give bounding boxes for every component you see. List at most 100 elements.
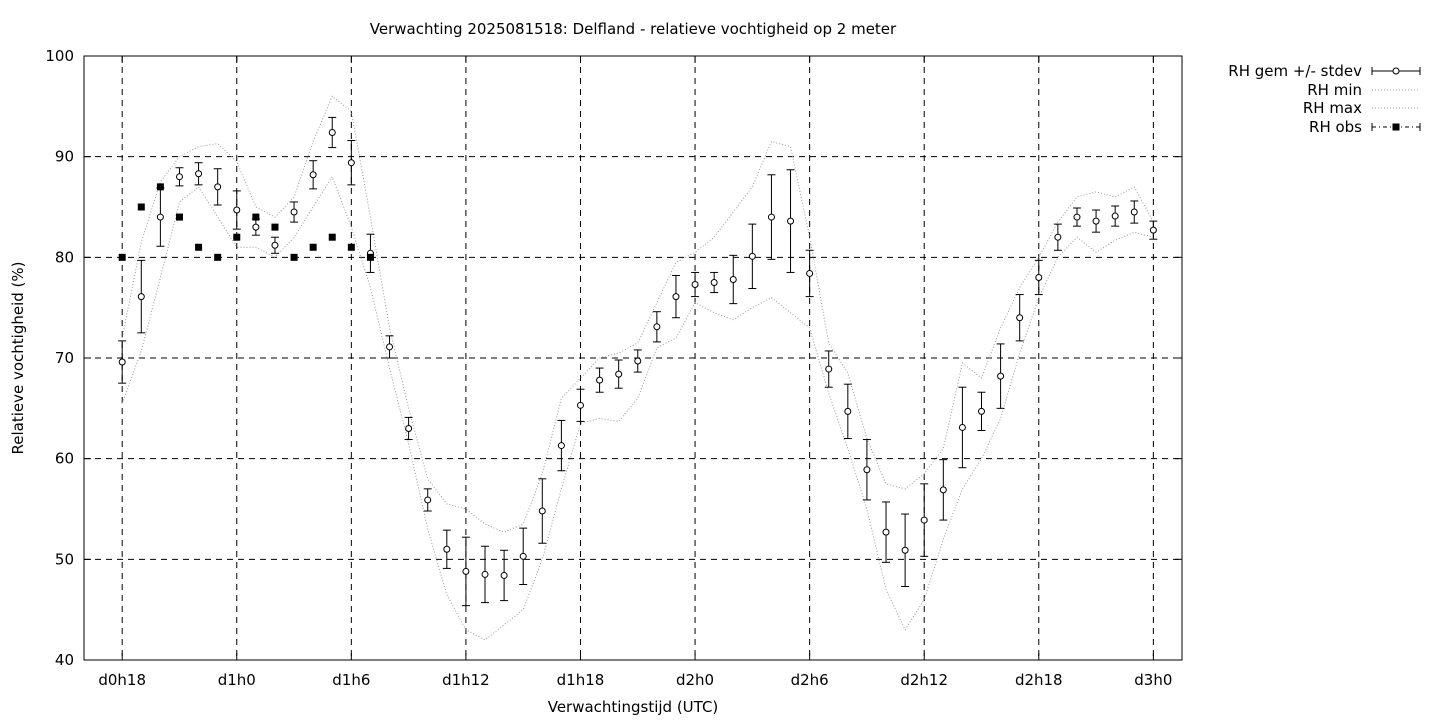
plot-frame bbox=[83, 55, 1183, 661]
mean-marker bbox=[710, 279, 718, 286]
rh-mean-point bbox=[652, 311, 661, 343]
mean-marker bbox=[1111, 212, 1119, 220]
mean-marker bbox=[175, 173, 183, 181]
rh-mean-point bbox=[366, 233, 375, 273]
rh-mean-point bbox=[232, 190, 241, 230]
rh-mean-point bbox=[805, 249, 814, 298]
x-tick-label: d2h0 bbox=[676, 671, 714, 689]
mean-marker bbox=[615, 370, 623, 378]
mean-marker bbox=[672, 293, 680, 301]
y-tick-label: 60 bbox=[55, 450, 74, 468]
rh-mean-point bbox=[270, 236, 279, 254]
rh-obs-marker bbox=[214, 253, 222, 261]
rh-mean-point bbox=[729, 254, 738, 305]
mean-marker bbox=[309, 171, 317, 179]
mean-marker bbox=[844, 407, 852, 415]
mean-marker bbox=[653, 323, 661, 331]
rh-mean-point bbox=[767, 174, 776, 260]
mean-marker bbox=[787, 217, 795, 225]
rh-mean-point bbox=[213, 168, 222, 206]
legend-swatch-marker bbox=[1392, 123, 1400, 131]
legend-label: RH max bbox=[1303, 99, 1362, 117]
mean-marker bbox=[500, 571, 508, 579]
rh-mean-point bbox=[977, 391, 986, 431]
rh-mean-point bbox=[1111, 205, 1120, 227]
x-tick-label: d2h6 bbox=[791, 671, 829, 689]
mean-marker bbox=[901, 546, 909, 554]
rh-mean-point bbox=[576, 388, 585, 422]
rh-obs-marker bbox=[290, 253, 298, 261]
mean-marker bbox=[386, 343, 394, 351]
observation-markers bbox=[118, 183, 374, 261]
rh-mean-point bbox=[920, 483, 929, 557]
rh-mean-point bbox=[748, 223, 757, 290]
mean-marker bbox=[596, 376, 604, 384]
mean-marker bbox=[1054, 233, 1062, 241]
rh-mean-point bbox=[786, 169, 795, 273]
rh-mean-point bbox=[843, 383, 852, 440]
rh-mean-point bbox=[939, 459, 948, 521]
rh-mean-point bbox=[328, 116, 337, 149]
x-axis-label: Verwachtingstijd (UTC) bbox=[548, 698, 719, 716]
mean-marker bbox=[748, 252, 756, 260]
rh-mean-point bbox=[1149, 220, 1158, 240]
mean-marker bbox=[462, 567, 470, 575]
y-tick-label: 40 bbox=[55, 651, 74, 669]
rh-mean-point bbox=[557, 419, 566, 472]
mean-marker bbox=[634, 357, 642, 365]
rh-obs-marker bbox=[137, 203, 145, 211]
mean-marker bbox=[576, 401, 584, 409]
mean-marker bbox=[1016, 314, 1024, 322]
rh-obs-marker bbox=[156, 183, 164, 191]
y-tick-label: 80 bbox=[55, 248, 74, 266]
mean-marker bbox=[997, 372, 1005, 380]
rh-mean-point bbox=[1092, 209, 1101, 233]
rh-mean-point bbox=[1034, 259, 1043, 296]
y-tick-label: 70 bbox=[55, 349, 74, 367]
legend-label: RH gem +/- stdev bbox=[1228, 62, 1362, 80]
rh-mean-point bbox=[710, 271, 719, 294]
y-axis-ticks: 40 50 60 70 80 90 100 bbox=[45, 47, 1182, 669]
mean-marker bbox=[443, 545, 451, 553]
rh-mean-point bbox=[347, 140, 356, 186]
rh-mean-point bbox=[824, 350, 833, 388]
rh-mean-point bbox=[1130, 200, 1139, 224]
grid-lines bbox=[84, 56, 1182, 660]
rh-mean-point bbox=[996, 343, 1005, 409]
mean-marker bbox=[863, 466, 871, 474]
mean-marker bbox=[939, 486, 947, 494]
mean-marker bbox=[405, 424, 413, 432]
rh-mean-point bbox=[481, 545, 490, 604]
mean-marker bbox=[1130, 208, 1138, 216]
mean-marker bbox=[882, 528, 890, 536]
mean-marker bbox=[1035, 273, 1043, 281]
rh-max-line bbox=[121, 95, 1154, 533]
rh-mean-point bbox=[461, 536, 470, 607]
rh-mean-point bbox=[671, 274, 680, 319]
rh-mean-point bbox=[290, 201, 299, 223]
y-tick-label: 50 bbox=[55, 550, 74, 568]
mean-marker bbox=[424, 496, 432, 504]
rh-mean-point bbox=[1053, 223, 1062, 251]
mean-marker bbox=[691, 281, 699, 289]
rh-mean-point bbox=[137, 259, 146, 334]
legend-label: RH min bbox=[1307, 81, 1362, 99]
mean-errorbars bbox=[118, 116, 1158, 607]
rh-mean-point bbox=[404, 416, 413, 441]
chart-title: Verwachting 2025081518: Delfland - relat… bbox=[370, 20, 897, 38]
rh-obs-marker bbox=[271, 223, 279, 231]
rh-obs-marker bbox=[252, 213, 260, 221]
mean-marker bbox=[290, 208, 298, 216]
rh-mean-point bbox=[309, 160, 318, 190]
x-tick-label: d2h18 bbox=[1015, 671, 1063, 689]
rh-mean-point bbox=[691, 271, 700, 298]
x-tick-label: d1h0 bbox=[218, 671, 256, 689]
x-tick-label: d2h12 bbox=[900, 671, 948, 689]
mean-marker bbox=[195, 170, 203, 178]
rh-mean-point bbox=[156, 187, 165, 247]
rh-obs-marker bbox=[328, 233, 336, 241]
rh-obs-marker bbox=[366, 253, 374, 261]
rh-mean-point bbox=[862, 439, 871, 501]
